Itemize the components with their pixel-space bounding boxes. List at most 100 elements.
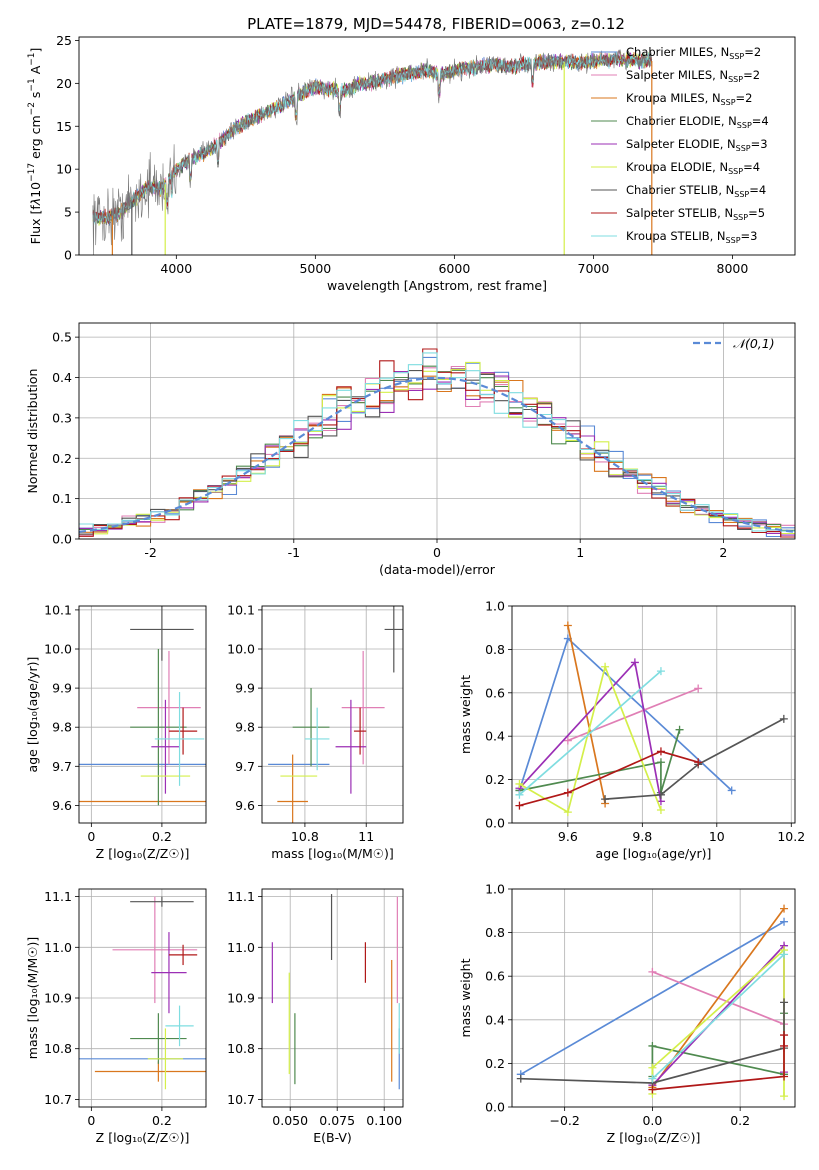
histogram-frame (78, 322, 796, 540)
y-tick-label: 10.0 (227, 642, 255, 657)
plus-marker (516, 1074, 525, 1083)
plus-marker (515, 801, 524, 810)
plus-marker (563, 736, 572, 745)
y-tick-label: 1.0 (485, 882, 505, 897)
plus-marker (601, 662, 610, 671)
y-tick-label: 20 (56, 76, 72, 91)
plus-marker (648, 1085, 657, 1094)
y-tick-label: 11.1 (44, 889, 72, 904)
y-tick-label: 0.2 (52, 451, 72, 466)
x-axis-label: age [log₁₀(age/yr)] (596, 846, 712, 861)
plus-marker (780, 1041, 789, 1050)
plus-marker (648, 1074, 657, 1083)
x-tick-label: 10 (709, 829, 725, 844)
plus-marker (694, 684, 703, 693)
age-vs-mass-grid (262, 606, 403, 823)
weight-vs-Z-series (516, 904, 789, 1101)
y-tick-label: 0.6 (485, 969, 505, 984)
y-tick-label: 9.7 (52, 759, 72, 774)
mass-vs-EBV-grid (262, 889, 403, 1107)
series-line (519, 729, 681, 793)
y-tick-label: 5 (64, 205, 72, 220)
plus-marker (648, 1041, 657, 1050)
y-tick-label: 0.6 (485, 685, 505, 700)
histogram-step (79, 352, 795, 532)
legend-label: Chabrier MILES, NSSP=2 (626, 45, 761, 61)
plus-marker (780, 998, 789, 1007)
legend-label: 𝒩(0,1) (733, 336, 775, 351)
x-tick-label: 10.8 (291, 829, 319, 844)
x-tick-label: 0 (87, 1113, 95, 1128)
y-tick-label: 0.0 (52, 532, 72, 547)
legend-label: Chabrier ELODIE, NSSP=4 (626, 114, 769, 130)
y-tick-label: 9.6 (52, 798, 72, 813)
x-axis-label: Z [log₁₀(Z/Z☉)] (96, 846, 190, 861)
y-tick-label: 0.5 (52, 330, 72, 345)
y-tick-label: 9.8 (235, 720, 255, 735)
y-tick-label: 0.0 (485, 1100, 505, 1115)
plus-marker (780, 950, 789, 959)
y-axis-label: age [log₁₀(age/yr)] (25, 657, 40, 773)
x-axis-label: wavelength [Angstrom, rest frame] (327, 278, 547, 293)
y-tick-label: 10.1 (227, 602, 255, 617)
legend-label: Kroupa ELODIE, NSSP=4 (626, 160, 760, 176)
x-tick-label: 0 (433, 545, 441, 560)
x-axis-label: Z [log₁₀(Z/Z☉)] (96, 1130, 190, 1145)
plus-marker (601, 795, 610, 804)
series-line (651, 953, 785, 1080)
y-tick-label: 25 (56, 33, 72, 48)
x-tick-label: 0.100 (366, 1113, 402, 1128)
y-axis-label: mass [log₁₀(M/M☉)] (25, 937, 40, 1059)
mass-vs-Z-grid (79, 889, 206, 1107)
plus-marker (780, 1092, 789, 1101)
age-vs-mass-points (268, 606, 403, 823)
y-tick-label: 9.9 (235, 681, 255, 696)
y-tick-label: 0.2 (485, 1056, 505, 1071)
y-tick-label: 10.1 (44, 602, 72, 617)
plus-marker (780, 1031, 789, 1040)
series-line (652, 1035, 785, 1091)
series-line (605, 718, 785, 800)
series-line (520, 920, 785, 1076)
legend-label: Chabrier STELIB, NSSP=4 (626, 183, 766, 199)
x-tick-label: 0 (87, 829, 95, 844)
histogram-bars (79, 348, 795, 538)
plus-marker (630, 658, 639, 667)
y-tick-label: 0.4 (52, 370, 72, 385)
plus-marker (780, 917, 789, 926)
plus-marker (779, 714, 788, 723)
plus-marker (563, 808, 572, 817)
x-tick-label: 8000 (717, 261, 749, 276)
legend-label: Salpeter ELODIE, NSSP=3 (626, 137, 768, 153)
y-tick-label: 0.8 (485, 925, 505, 940)
x-tick-label: 9.8 (632, 829, 652, 844)
plus-marker (780, 904, 789, 913)
data-spectrum (92, 49, 653, 255)
figure-title: PLATE=1879, MJD=54478, FIBERID=0063, z=0… (247, 15, 625, 33)
y-axis-label: Flux [fλ10−17 erg cm−2 s−1 A−1] (27, 48, 43, 245)
age-vs-mass-frame (261, 605, 404, 824)
y-tick-label: 9.9 (52, 681, 72, 696)
mass-vs-EBV-points (271, 894, 400, 1090)
y-tick-label: 15 (56, 119, 72, 134)
plus-marker (656, 747, 665, 756)
x-tick-label: 0.050 (272, 1113, 308, 1128)
age-vs-Z-points (79, 606, 206, 806)
y-tick-label: 10 (56, 162, 72, 177)
x-tick-label: 10.2 (777, 829, 805, 844)
legend-label: Salpeter STELIB, NSSP=5 (626, 206, 765, 222)
plus-marker (648, 967, 657, 976)
y-tick-label: 0.4 (485, 1012, 505, 1027)
spectrum-lines (92, 49, 653, 255)
plus-marker (656, 758, 665, 767)
x-tick-label: 0.2 (152, 829, 172, 844)
y-tick-label: 0.4 (485, 729, 505, 744)
y-tick-label: 9.7 (235, 759, 255, 774)
y-tick-label: 1.0 (485, 599, 505, 614)
y-axis-label: Normed distribution (25, 369, 40, 494)
y-axis-label: mass weight (458, 675, 473, 754)
y-tick-label: 0 (64, 248, 72, 263)
weight-vs-age-frame (511, 605, 796, 824)
x-tick-label: 0.2 (152, 1113, 172, 1128)
